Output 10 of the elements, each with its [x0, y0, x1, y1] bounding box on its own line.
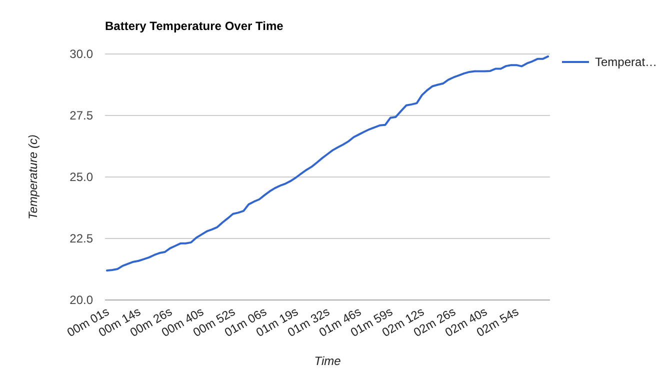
y-tick-label: 25.0 — [70, 170, 94, 184]
legend-label: Temperat… — [595, 55, 658, 69]
chart-title: Battery Temperature Over Time — [105, 19, 284, 33]
y-tick-label: 27.5 — [70, 108, 94, 122]
x-axis-title: Time — [314, 354, 342, 368]
y-tick-label: 30.0 — [70, 47, 94, 61]
y-tick-label: 22.5 — [70, 232, 94, 246]
y-axis-title: Temperature (c) — [26, 134, 40, 220]
y-tick-label: 20.0 — [70, 293, 94, 307]
line-series — [106, 55, 549, 272]
